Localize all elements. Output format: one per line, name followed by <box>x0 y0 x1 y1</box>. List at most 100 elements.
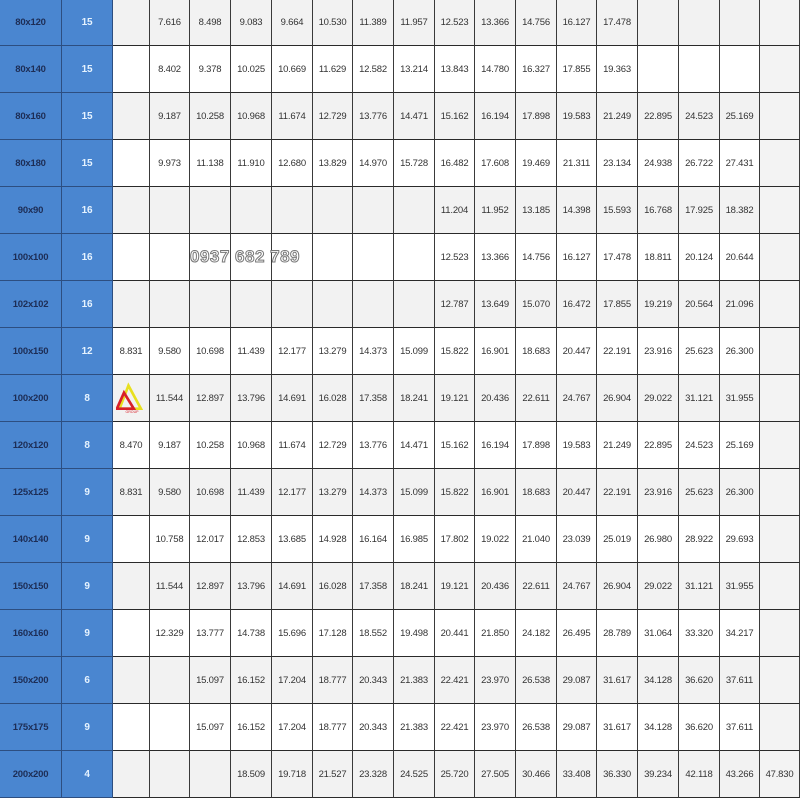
weight-cell: 15.099 <box>394 469 435 516</box>
weight-cell: 12.523 <box>435 0 475 46</box>
weight-cell: 13.843 <box>435 46 475 93</box>
weight-cell <box>190 751 231 798</box>
weight-cell: 11.204 <box>435 187 475 234</box>
weight-cell: 23.039 <box>557 516 597 563</box>
size-cell: 150x150 <box>0 563 62 610</box>
weight-cell: 36.620 <box>679 704 720 751</box>
weight-cell: 12.729 <box>313 422 353 469</box>
weight-cell: 19.583 <box>557 422 597 469</box>
weight-cell <box>113 516 150 563</box>
weight-cell: 19.121 <box>435 563 475 610</box>
weight-cell: 26.980 <box>638 516 679 563</box>
count-cell: 4 <box>62 751 113 798</box>
weight-cell: 17.855 <box>597 281 638 328</box>
weight-cell: 12.787 <box>435 281 475 328</box>
weight-cell: 18.683 <box>516 328 557 375</box>
weight-cell: 31.955 <box>720 563 760 610</box>
weight-cell: 16.194 <box>475 422 516 469</box>
weight-cell <box>760 516 800 563</box>
weight-cell: 29.022 <box>638 563 679 610</box>
weight-cell: 17.802 <box>435 516 475 563</box>
weight-cell: 20.447 <box>557 328 597 375</box>
size-cell: 150x200 <box>0 657 62 704</box>
table-row: 120x120 8 8.470 9.187 10.258 10.968 11.674 12.7… <box>0 422 800 469</box>
weight-cell <box>394 187 435 234</box>
weight-cell: 11.674 <box>272 422 313 469</box>
size-cell: 100x100 <box>0 234 62 281</box>
weight-cell: 11.439 <box>231 469 272 516</box>
weight-cell <box>760 563 800 610</box>
weight-cell: 10.758 <box>150 516 190 563</box>
weight-cell: 29.087 <box>557 657 597 704</box>
weight-cell: 15.162 <box>435 422 475 469</box>
weight-cell: 21.383 <box>394 657 435 704</box>
weight-cell <box>150 234 190 281</box>
weight-cell: 30.466 <box>516 751 557 798</box>
weight-cell: 31.617 <box>597 657 638 704</box>
weight-cell: 15.822 <box>435 469 475 516</box>
weight-cell: 19.022 <box>475 516 516 563</box>
weight-cell: 22.611 <box>516 563 557 610</box>
weight-cell: 7.616 <box>150 0 190 46</box>
weight-cell <box>760 704 800 751</box>
weight-cell: 25.169 <box>720 93 760 140</box>
weight-cell: 15.728 <box>394 140 435 187</box>
size-cell: 160x160 <box>0 610 62 657</box>
weight-cell: 18.509 <box>231 751 272 798</box>
weight-cell: 20.436 <box>475 375 516 422</box>
weight-cell: 24.523 <box>679 93 720 140</box>
weight-cell: 37.611 <box>720 704 760 751</box>
weight-cell: 26.495 <box>557 610 597 657</box>
weight-cell: 24.767 <box>557 375 597 422</box>
weight-cell: 25.019 <box>597 516 638 563</box>
weight-cell: 16.768 <box>638 187 679 234</box>
weight-cell: 24.525 <box>394 751 435 798</box>
weight-cell <box>190 187 231 234</box>
weight-cell <box>760 328 800 375</box>
weight-cell: 14.970 <box>353 140 394 187</box>
weight-cell: 8.831 <box>113 328 150 375</box>
weight-cell: 17.898 <box>516 93 557 140</box>
weight-cell <box>394 281 435 328</box>
weight-cell: 21.383 <box>394 704 435 751</box>
weight-cell: 18.777 <box>313 657 353 704</box>
weight-cell: 16.164 <box>353 516 394 563</box>
weight-cell: 16.472 <box>557 281 597 328</box>
weight-cell: 10.968 <box>231 93 272 140</box>
weight-cell: 16.194 <box>475 93 516 140</box>
weight-cell: 26.300 <box>720 469 760 516</box>
weight-cell: 17.478 <box>597 234 638 281</box>
count-cell: 16 <box>62 234 113 281</box>
weight-cell: 13.279 <box>313 328 353 375</box>
weight-cell: 9.664 <box>272 0 313 46</box>
weight-cell: 18.552 <box>353 610 394 657</box>
weight-cell: 21.311 <box>557 140 597 187</box>
weight-cell: 34.128 <box>638 657 679 704</box>
count-cell: 8 <box>62 375 113 422</box>
weight-cell <box>353 281 394 328</box>
weight-cell: 25.720 <box>435 751 475 798</box>
weight-cell: 31.955 <box>720 375 760 422</box>
weight-cell: 14.691 <box>272 375 313 422</box>
weight-cell: 31.617 <box>597 704 638 751</box>
weight-cell: 19.498 <box>394 610 435 657</box>
weight-cell <box>760 375 800 422</box>
count-cell: 9 <box>62 469 113 516</box>
weight-cell <box>113 281 150 328</box>
weight-cell: 9.187 <box>150 422 190 469</box>
weight-cell: 16.985 <box>394 516 435 563</box>
weight-cell: 14.398 <box>557 187 597 234</box>
weight-cell: 13.685 <box>272 516 313 563</box>
size-cell: 80x180 <box>0 140 62 187</box>
weight-cell: 13.796 <box>231 563 272 610</box>
weight-cell: 12.897 <box>190 375 231 422</box>
weight-cell: 24.938 <box>638 140 679 187</box>
count-cell: 16 <box>62 281 113 328</box>
weight-cell: 9.187 <box>150 93 190 140</box>
weight-cell: 22.895 <box>638 422 679 469</box>
table-row: 80x140 15 8.402 9.378 10.025 10.669 11.629 12.5… <box>0 46 800 93</box>
size-cell: 200x200 <box>0 751 62 798</box>
weight-cell <box>113 610 150 657</box>
count-cell: 8 <box>62 422 113 469</box>
weight-cell: 14.471 <box>394 422 435 469</box>
